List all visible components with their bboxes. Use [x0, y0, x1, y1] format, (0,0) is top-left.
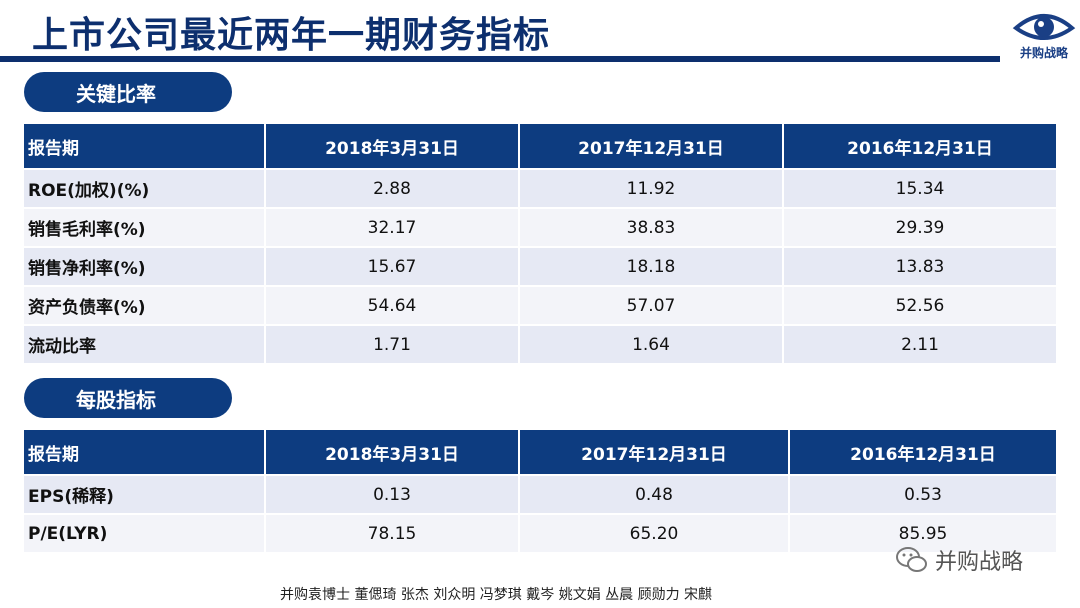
table-cell: 15.34 [784, 168, 1056, 207]
per-share-table: 报告期 2018年3月31日 2017年12月31日 2016年12月31日 E… [24, 430, 1056, 552]
table-row: 资产负债率(%) 54.64 57.07 52.56 [24, 285, 1056, 324]
table-cell: 52.56 [784, 285, 1056, 324]
table-row: 销售毛利率(%) 32.17 38.83 29.39 [24, 207, 1056, 246]
row-label: ROE(加权)(%) [24, 168, 266, 207]
row-label: P/E(LYR) [24, 513, 266, 552]
table-cell: 65.20 [520, 513, 790, 552]
table-cell: 18.18 [520, 246, 784, 285]
page-title: 上市公司最近两年一期财务指标 [32, 15, 551, 56]
logo-text: 并购战略 [1019, 46, 1068, 60]
column-header: 2016年12月31日 [790, 430, 1056, 474]
title-rule [0, 56, 1000, 62]
watermark: 并购战略 [895, 543, 1065, 577]
eye-icon [1012, 14, 1076, 40]
column-header: 2018年3月31日 [266, 430, 520, 474]
row-label: EPS(稀释) [24, 474, 266, 513]
table-row: 销售净利率(%) 15.67 18.18 13.83 [24, 246, 1056, 285]
table-cell: 38.83 [520, 207, 784, 246]
row-label: 流动比率 [24, 324, 266, 363]
section-header-per-share: 每股指标 [24, 378, 232, 418]
row-label: 销售毛利率(%) [24, 207, 266, 246]
column-header: 2016年12月31日 [784, 124, 1056, 168]
table-cell: 13.83 [784, 246, 1056, 285]
table-row: P/E(LYR) 78.15 65.20 85.95 [24, 513, 1056, 552]
wechat-icon [896, 547, 927, 572]
table-cell: 0.53 [790, 474, 1056, 513]
table-cell: 1.64 [520, 324, 784, 363]
watermark-text: 并购战略 [935, 550, 1024, 575]
table-cell: 2.11 [784, 324, 1056, 363]
column-header: 2017年12月31日 [520, 430, 790, 474]
table-cell: 29.39 [784, 207, 1056, 246]
table-row: 流动比率 1.71 1.64 2.11 [24, 324, 1056, 363]
table-cell: 57.07 [520, 285, 784, 324]
table-cell: 32.17 [266, 207, 520, 246]
table-cell: 0.48 [520, 474, 790, 513]
column-header: 报告期 [24, 124, 266, 168]
table-cell: 54.64 [266, 285, 520, 324]
table-header-row: 报告期 2018年3月31日 2017年12月31日 2016年12月31日 [24, 430, 1056, 474]
table-cell: 11.92 [520, 168, 784, 207]
table-cell: 1.71 [266, 324, 520, 363]
section-header-key-ratios: 关键比率 [24, 72, 232, 112]
table-row: ROE(加权)(%) 2.88 11.92 15.34 [24, 168, 1056, 207]
table-row: EPS(稀释) 0.13 0.48 0.53 [24, 474, 1056, 513]
table-cell: 78.15 [266, 513, 520, 552]
column-header: 2017年12月31日 [520, 124, 784, 168]
table-cell: 2.88 [266, 168, 520, 207]
table-cell: 15.67 [266, 246, 520, 285]
key-ratios-table: 报告期 2018年3月31日 2017年12月31日 2016年12月31日 R… [24, 124, 1056, 363]
footer-credits: 并购袁博士 董偲琦 张杰 刘众明 冯梦琪 戴岑 姚文娟 丛晨 顾勋力 宋麒 [280, 587, 713, 603]
column-header: 报告期 [24, 430, 266, 474]
table-cell: 0.13 [266, 474, 520, 513]
table-cell: 85.95 [790, 513, 1056, 552]
table-header-row: 报告期 2018年3月31日 2017年12月31日 2016年12月31日 [24, 124, 1056, 168]
column-header: 2018年3月31日 [266, 124, 520, 168]
row-label: 资产负债率(%) [24, 285, 266, 324]
row-label: 销售净利率(%) [24, 246, 266, 285]
